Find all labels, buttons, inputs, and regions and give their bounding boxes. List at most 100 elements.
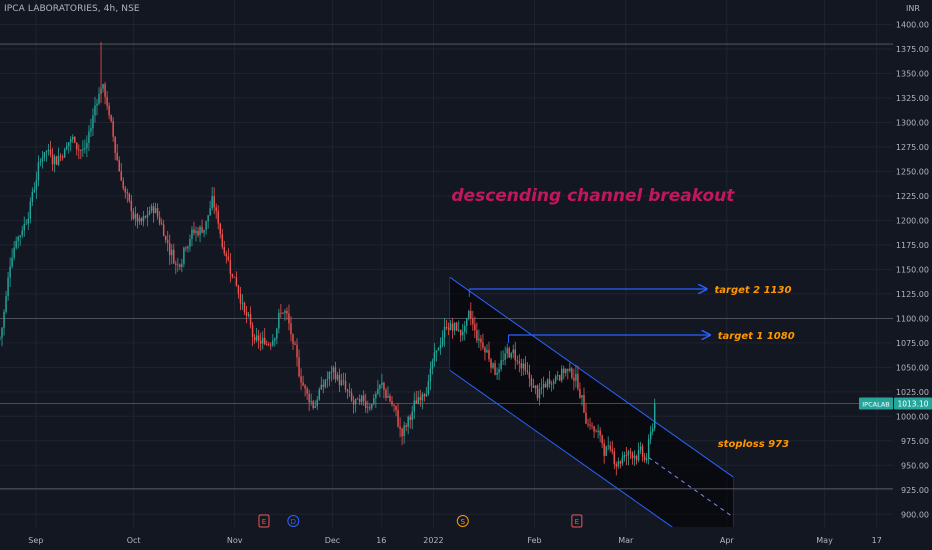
candle-up bbox=[154, 202, 157, 214]
candle-down bbox=[643, 452, 646, 463]
candle-down bbox=[595, 428, 597, 433]
candle-up bbox=[92, 108, 94, 136]
candle-up bbox=[310, 393, 312, 406]
x-tick-label: Feb bbox=[527, 536, 541, 545]
candle-down bbox=[631, 451, 634, 465]
candle-down bbox=[219, 222, 221, 239]
candle-up bbox=[522, 358, 525, 376]
candle-down bbox=[397, 403, 399, 428]
candle-up bbox=[651, 423, 654, 436]
candle-up bbox=[354, 398, 357, 413]
candle-up bbox=[581, 395, 583, 406]
y-tick-label: 1150.00 bbox=[896, 265, 929, 274]
candle-down bbox=[409, 414, 411, 429]
candle-down bbox=[447, 322, 450, 336]
candle-up bbox=[633, 450, 636, 467]
candle-down bbox=[615, 461, 618, 476]
chart-annotations: descending channel breakout target 2 1130… bbox=[451, 186, 794, 450]
candle-down bbox=[140, 217, 143, 226]
candle-down bbox=[263, 328, 266, 346]
candle-down bbox=[300, 368, 302, 391]
ticker-symbol-badge bbox=[859, 397, 893, 410]
y-tick-label: 950.00 bbox=[901, 461, 929, 470]
candle-down bbox=[536, 384, 539, 401]
candle-down bbox=[338, 368, 341, 392]
candle-down bbox=[613, 447, 616, 470]
y-tick-label: 1025.00 bbox=[896, 388, 929, 397]
candle-up bbox=[98, 87, 100, 106]
x-tick-label: Mar bbox=[618, 536, 634, 545]
candle-down bbox=[61, 154, 64, 161]
candle-up bbox=[425, 387, 428, 397]
candle-up bbox=[199, 224, 201, 243]
svg-text:E: E bbox=[262, 518, 266, 526]
candle-down bbox=[80, 149, 82, 160]
candle-down bbox=[571, 366, 573, 380]
candle-up bbox=[33, 182, 36, 194]
candle-down bbox=[480, 335, 482, 351]
candle-up bbox=[371, 403, 373, 411]
candle-down bbox=[544, 381, 547, 389]
candle-up bbox=[561, 365, 563, 383]
candle-up bbox=[207, 215, 209, 229]
candle-down bbox=[104, 81, 106, 105]
candle-up bbox=[623, 451, 626, 462]
candle-down bbox=[217, 205, 219, 230]
candle-up bbox=[82, 140, 84, 157]
candle-down bbox=[579, 382, 581, 399]
candle-down bbox=[472, 310, 474, 331]
y-tick-label: 1300.00 bbox=[896, 118, 929, 127]
last-price-value: 1013.10 bbox=[897, 399, 928, 408]
candle-down bbox=[235, 271, 238, 287]
time-axis[interactable]: Sep Oct Nov Dec 16 2022 Feb Mar Apr May 17 bbox=[0, 527, 932, 550]
candle-down bbox=[591, 422, 593, 430]
candle-up bbox=[468, 309, 470, 321]
candle-down bbox=[237, 284, 240, 299]
candle-up bbox=[86, 135, 88, 158]
candle-down bbox=[193, 221, 195, 236]
candle-up bbox=[47, 143, 50, 156]
candle-up bbox=[433, 343, 436, 367]
candle-down bbox=[348, 383, 351, 397]
candle-down bbox=[108, 102, 110, 120]
candle-down bbox=[601, 434, 603, 448]
candle-down bbox=[215, 203, 217, 219]
candle-down bbox=[567, 368, 569, 380]
price-axis-bg bbox=[893, 0, 932, 550]
candle-down bbox=[344, 372, 347, 393]
candle-up bbox=[597, 424, 599, 439]
candle-up bbox=[39, 158, 42, 167]
candle-down bbox=[122, 177, 124, 191]
candle-down bbox=[589, 417, 591, 430]
candle-down bbox=[356, 397, 359, 400]
candle-down bbox=[342, 372, 345, 386]
candle-down bbox=[516, 355, 519, 365]
candle-up bbox=[607, 436, 609, 451]
candle-down bbox=[459, 329, 462, 342]
annotation-title: descending channel breakout bbox=[451, 186, 735, 206]
candle-down bbox=[308, 389, 310, 411]
annotation-stoploss: stoploss 973 bbox=[718, 439, 789, 450]
candle-up bbox=[324, 378, 327, 389]
price-axis[interactable]: 1400.00 1375.00 1350.00 1325.00 1300.00 1275.… bbox=[893, 0, 932, 550]
candle-down bbox=[225, 251, 228, 264]
candle-down bbox=[445, 319, 448, 331]
candle-up bbox=[142, 211, 145, 227]
candle-up bbox=[65, 142, 68, 151]
event-marker-earnings: E bbox=[258, 514, 270, 528]
candle-up bbox=[407, 415, 409, 435]
candle-down bbox=[280, 303, 282, 318]
candle-down bbox=[635, 454, 638, 465]
candle-up bbox=[421, 392, 424, 410]
candle-up bbox=[373, 393, 375, 406]
candle-up bbox=[637, 442, 640, 463]
candle-up bbox=[464, 321, 466, 341]
candle-down bbox=[563, 365, 565, 380]
candle-down bbox=[166, 230, 169, 252]
candle-up bbox=[449, 319, 452, 331]
candle-up bbox=[466, 317, 468, 335]
candle-down bbox=[514, 341, 516, 370]
candle-up bbox=[431, 358, 434, 375]
candle-down bbox=[488, 341, 490, 363]
